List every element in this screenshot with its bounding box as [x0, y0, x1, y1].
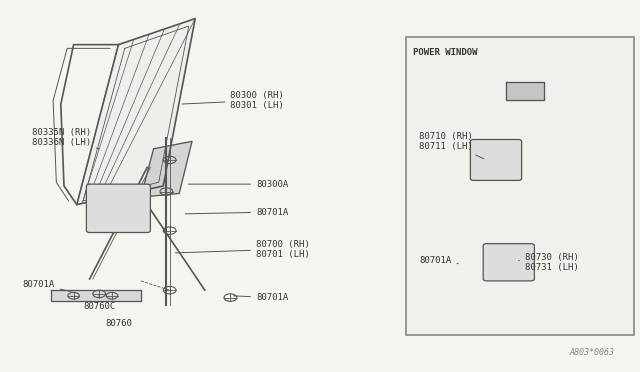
Text: 80300A: 80300A — [188, 180, 288, 189]
Text: 80730 (RH)
80731 (LH): 80730 (RH) 80731 (LH) — [518, 253, 579, 272]
Text: 80701A: 80701A — [233, 293, 288, 302]
Text: POWER WINDOW: POWER WINDOW — [413, 48, 477, 57]
Text: 80701A: 80701A — [185, 208, 288, 217]
Polygon shape — [51, 290, 141, 301]
Text: 80760: 80760 — [106, 319, 132, 328]
Bar — [406, 37, 634, 335]
Text: A803*0063: A803*0063 — [570, 348, 614, 357]
Polygon shape — [506, 82, 544, 100]
Text: 80760C: 80760C — [83, 295, 115, 311]
FancyBboxPatch shape — [86, 184, 150, 232]
FancyBboxPatch shape — [483, 244, 534, 281]
Text: 80701A: 80701A — [419, 256, 458, 265]
Text: 80700 (RH)
80701 (LH): 80700 (RH) 80701 (LH) — [175, 240, 310, 259]
Text: 80300 (RH)
80301 (LH): 80300 (RH) 80301 (LH) — [182, 91, 284, 110]
Polygon shape — [141, 141, 192, 197]
Text: 80335N (RH)
80336N (LH): 80335N (RH) 80336N (LH) — [32, 128, 99, 149]
Polygon shape — [77, 19, 195, 205]
Text: 80701A: 80701A — [22, 280, 71, 291]
Text: 80710 (RH)
80711 (LH): 80710 (RH) 80711 (LH) — [419, 132, 484, 159]
FancyBboxPatch shape — [470, 140, 522, 180]
